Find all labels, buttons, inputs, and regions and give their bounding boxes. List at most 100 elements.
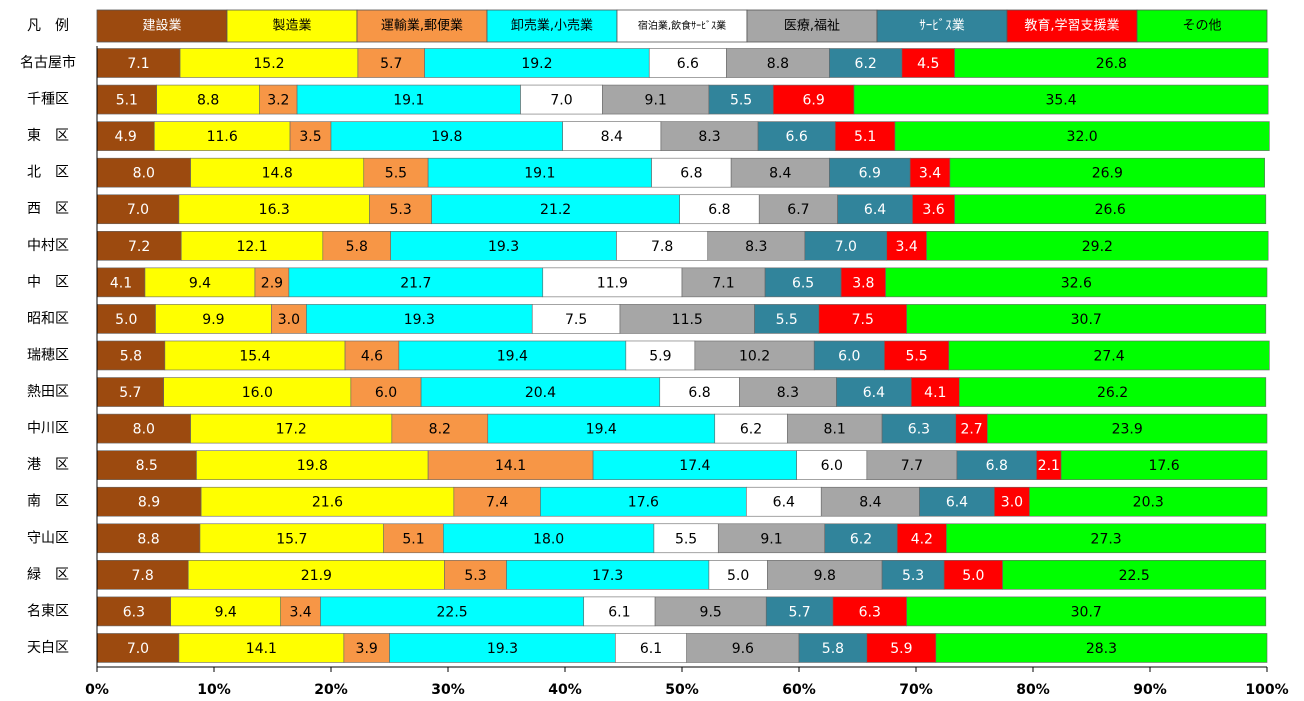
bar-segment bbox=[836, 377, 912, 407]
data-label: 19.3 bbox=[404, 312, 435, 328]
data-label: 8.0 bbox=[133, 422, 155, 438]
data-label: 7.1 bbox=[712, 275, 734, 291]
x-tick-label: 80% bbox=[1016, 682, 1050, 698]
data-label: 8.9 bbox=[138, 495, 160, 511]
data-label: 27.3 bbox=[1091, 531, 1122, 547]
data-label: 9.6 bbox=[732, 641, 754, 657]
bar-segment bbox=[679, 194, 760, 225]
bar-segment bbox=[906, 596, 1267, 627]
bar-segment bbox=[926, 231, 1269, 261]
bar-segment bbox=[954, 48, 1269, 78]
bar-segment bbox=[296, 84, 521, 115]
data-label: 7.4 bbox=[486, 495, 508, 511]
data-label: 17.6 bbox=[1148, 458, 1179, 474]
data-label: 14.8 bbox=[262, 166, 293, 182]
data-label: 7.1 bbox=[127, 56, 149, 72]
bar-segment bbox=[96, 596, 172, 627]
bar-segment bbox=[583, 596, 656, 627]
bar-segment bbox=[444, 560, 507, 590]
bar-segment bbox=[390, 231, 617, 261]
bar-segment bbox=[765, 596, 834, 627]
bar-segment bbox=[389, 633, 616, 663]
bar-segment bbox=[330, 121, 563, 151]
y-tick-label: 昭和区 bbox=[27, 311, 69, 327]
bar-segment bbox=[866, 633, 937, 663]
y-tick-label: 瑞穂区 bbox=[27, 347, 69, 363]
y-tick-label: 中川区 bbox=[27, 421, 69, 437]
bar-segment bbox=[829, 157, 911, 188]
bar-segment bbox=[163, 377, 352, 407]
data-label: 32.6 bbox=[1061, 275, 1092, 291]
legend-swatch bbox=[486, 9, 618, 43]
x-tick-label: 20% bbox=[314, 682, 348, 698]
bar-segment bbox=[363, 157, 429, 188]
bar-segment bbox=[987, 413, 1268, 444]
data-label: 6.2 bbox=[740, 422, 762, 438]
bar-segment bbox=[156, 84, 260, 115]
data-label: 5.8 bbox=[346, 239, 368, 255]
data-label: 5.3 bbox=[902, 568, 924, 584]
data-label: 3.6 bbox=[922, 202, 944, 218]
bar-segment bbox=[487, 413, 716, 444]
bar-segment bbox=[813, 340, 885, 371]
data-label: 6.1 bbox=[608, 604, 630, 620]
bar-segment bbox=[796, 450, 868, 480]
bar-segment bbox=[424, 48, 650, 78]
data-label: 5.7 bbox=[119, 385, 141, 401]
data-label: 5.7 bbox=[788, 604, 810, 620]
bar-segment bbox=[829, 48, 903, 78]
bar-segment bbox=[187, 560, 445, 590]
legend-swatch bbox=[356, 9, 488, 43]
data-label: 8.2 bbox=[429, 422, 451, 438]
data-label: 6.0 bbox=[838, 348, 860, 364]
data-label: 6.9 bbox=[859, 166, 881, 182]
data-label: 3.4 bbox=[896, 239, 918, 255]
data-label: 6.4 bbox=[773, 495, 795, 511]
x-tick-label: 30% bbox=[431, 682, 465, 698]
data-label: 3.9 bbox=[356, 641, 378, 657]
data-label: 5.1 bbox=[854, 129, 876, 145]
data-label: 6.3 bbox=[123, 604, 145, 620]
legend-label: 医療,福祉 bbox=[784, 19, 840, 34]
legend-label: 建設業 bbox=[142, 18, 181, 34]
data-label: 4.1 bbox=[110, 275, 132, 291]
data-label: 8.4 bbox=[769, 166, 791, 182]
bar-segment bbox=[420, 377, 661, 407]
data-label: 6.0 bbox=[375, 385, 397, 401]
bar-segment bbox=[739, 377, 837, 407]
data-label: 27.4 bbox=[1093, 348, 1124, 364]
data-label: 7.0 bbox=[835, 239, 857, 255]
legend-swatch bbox=[226, 9, 358, 43]
bar-segment bbox=[1036, 450, 1062, 480]
data-label: 26.8 bbox=[1096, 56, 1127, 72]
bar-segment bbox=[912, 194, 955, 225]
data-label: 23.9 bbox=[1112, 422, 1143, 438]
x-tick-label: 100% bbox=[1245, 682, 1288, 698]
data-label: 9.1 bbox=[645, 93, 667, 109]
bar-segment bbox=[956, 450, 1037, 480]
data-label: 8.3 bbox=[777, 385, 799, 401]
bar-segment bbox=[306, 304, 533, 334]
data-label: 5.9 bbox=[890, 641, 912, 657]
data-label: 16.3 bbox=[259, 202, 290, 218]
bar-segment bbox=[431, 194, 680, 225]
y-tick-label: 天白区 bbox=[27, 640, 69, 656]
bar-segment bbox=[958, 377, 1267, 407]
data-label: 9.5 bbox=[700, 604, 722, 620]
data-label: 18.0 bbox=[533, 531, 564, 547]
x-tick-label: 50% bbox=[665, 682, 699, 698]
legend-label: 卸売業,小売業 bbox=[511, 18, 593, 34]
data-label: 6.2 bbox=[855, 56, 877, 72]
bar-segment bbox=[906, 304, 1267, 334]
bar-segment bbox=[798, 633, 868, 663]
bar-segment bbox=[943, 560, 1003, 590]
bar-segment bbox=[350, 377, 422, 407]
y-tick-label: 名東区 bbox=[27, 603, 69, 619]
data-label: 19.1 bbox=[393, 93, 424, 109]
data-label: 19.3 bbox=[488, 239, 519, 255]
data-label: 3.4 bbox=[919, 166, 941, 182]
bar-segment bbox=[834, 121, 896, 151]
data-label: 4.2 bbox=[911, 531, 933, 547]
x-tick-label: 10% bbox=[197, 682, 231, 698]
bar-segment bbox=[886, 231, 927, 261]
